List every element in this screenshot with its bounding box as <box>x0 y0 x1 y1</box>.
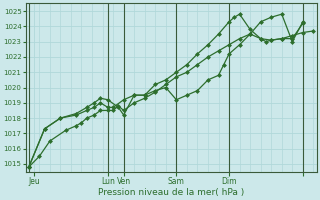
X-axis label: Pression niveau de la mer( hPa ): Pression niveau de la mer( hPa ) <box>98 188 244 197</box>
